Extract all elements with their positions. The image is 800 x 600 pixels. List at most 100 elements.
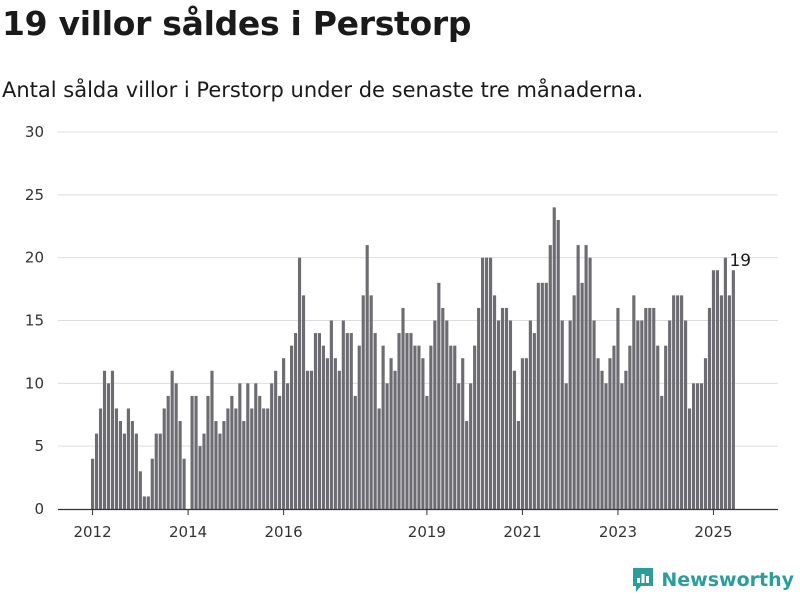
x-tick-label: 2014 [169,523,207,541]
bar [608,358,612,509]
y-tick-label: 30 [25,123,44,141]
bar [230,395,234,509]
bar [731,270,735,509]
bar [560,320,564,509]
bar [592,320,596,509]
bar [540,282,544,509]
x-axis: 2012 2014 2016 2019 2021 2023 2025 [58,508,778,541]
bar [198,446,202,509]
bar [616,307,620,509]
bar [636,320,640,509]
bar [552,207,556,509]
bar [489,257,493,509]
bar [329,320,333,509]
bar [656,345,660,509]
bar [504,307,509,509]
bar [413,345,417,509]
bar [182,458,186,509]
bar [528,320,532,509]
bar [226,408,230,509]
brand-name: Newsworthy [661,569,794,591]
bar [353,395,357,509]
bar [357,345,361,509]
bar [158,433,162,509]
newsworthy-logo: Newsworthy [631,566,794,594]
x-tick-label: 2025 [694,523,732,541]
bar [711,270,716,509]
bar [102,370,107,509]
bar [453,345,457,509]
bar [469,383,473,509]
bar [317,333,322,509]
bars [91,207,735,509]
bar [548,245,552,509]
bar [282,358,286,509]
bar [604,383,608,509]
bar [536,282,540,509]
bar [405,333,409,509]
bar [688,408,692,509]
bar [258,395,262,509]
highlight-value-label: 19 [729,251,751,271]
bar [286,383,290,509]
bar [727,295,731,509]
bar [110,370,115,509]
bar [365,245,369,509]
y-tick-label: 0 [34,500,44,518]
y-axis-ticks: 0 5 10 15 20 25 30 [25,123,44,518]
bar [421,358,425,509]
bar [684,320,688,509]
bar [94,433,99,509]
bar [345,333,349,509]
bar [417,345,421,509]
bar [397,333,401,509]
bar [218,433,222,509]
bar [437,282,441,509]
bar [556,219,560,509]
bar [146,496,150,509]
bar [632,295,636,509]
bar [532,333,536,509]
bar [481,257,485,509]
bar [126,408,130,509]
bar [337,370,341,509]
x-tick-label: 2019 [408,523,446,541]
bar [118,421,123,509]
bar [612,345,616,509]
bar [699,383,704,509]
newsworthy-logo-icon [633,568,654,592]
bar [381,345,385,509]
bar [477,307,481,509]
bar [162,408,166,509]
y-tick-label: 20 [25,249,44,267]
bar [664,345,668,509]
bar [584,245,588,509]
bar [238,383,242,509]
bar [206,395,210,509]
bar [325,358,329,509]
bar [516,421,521,509]
bar [576,245,580,509]
bar [425,395,429,509]
bar [333,358,337,509]
bar [707,307,712,509]
bar [596,358,600,509]
bar [624,370,628,509]
bar [441,307,445,509]
bar [190,395,194,509]
bar [393,370,397,509]
bar [433,320,437,509]
bar [652,307,656,509]
bar [274,370,278,509]
bar [465,421,469,509]
bar [150,458,154,509]
bar [270,383,274,509]
bar [373,333,377,509]
bar [178,421,182,509]
bar [250,408,254,509]
bar [222,421,226,509]
data-labels: 19 [729,251,751,271]
bar [361,295,365,509]
y-tick-label: 10 [25,374,44,392]
